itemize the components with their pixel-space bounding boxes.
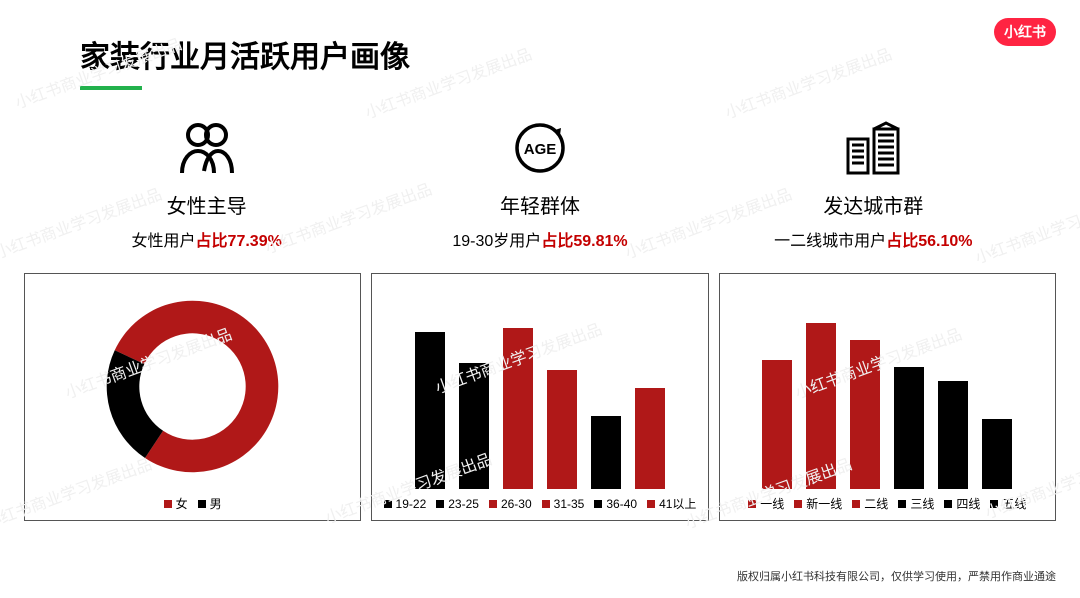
charts-row: 女男 19-22 23-25 26-30 31-35 36-40 41以上 一线新一线二线… — [0, 273, 1080, 521]
age-icon: AGE — [373, 120, 706, 176]
age-legend: 19-22 23-25 26-30 31-35 36-40 41以上 — [384, 495, 697, 512]
legend-item: 五线 — [990, 495, 1026, 512]
legend-item: 一线 — [748, 495, 784, 512]
bar — [415, 332, 445, 490]
page-title: 家装行业月活跃用户画像 — [80, 32, 1080, 76]
legend-item: 三线 — [898, 495, 934, 512]
bar — [938, 381, 968, 490]
stat-detail: 女性用户占比77.39% — [40, 227, 373, 251]
legend-item: 19-22 — [384, 495, 427, 512]
donut-chart-box: 女男 — [24, 273, 361, 521]
bar — [762, 360, 792, 490]
bar — [850, 340, 880, 489]
age-bars — [415, 314, 665, 489]
bar — [591, 416, 621, 490]
stat-detail: 19-30岁用户占比59.81% — [373, 227, 706, 251]
city-bars — [762, 314, 1012, 489]
bar — [503, 328, 533, 489]
bar — [806, 323, 836, 489]
legend-item: 41以上 — [647, 495, 696, 512]
legend-item: 二线 — [852, 495, 888, 512]
city-legend: 一线新一线二线三线四线五线 — [748, 495, 1026, 512]
brand-logo: 小红书 — [994, 18, 1056, 46]
stats-row: 女性主导 女性用户占比77.39% AGE 年轻群体 19-30岁用户占比59.… — [0, 120, 1080, 251]
bar — [459, 363, 489, 489]
bar — [982, 419, 1012, 489]
legend-item: 23-25 — [436, 495, 479, 512]
svg-text:AGE: AGE — [524, 141, 557, 158]
title-underline — [80, 86, 142, 90]
legend-item: 新一线 — [794, 495, 842, 512]
legend-item: 男 — [198, 495, 222, 512]
stat-age: AGE 年轻群体 19-30岁用户占比59.81% — [373, 120, 706, 251]
people-icon — [40, 120, 373, 176]
legend-item: 四线 — [944, 495, 980, 512]
donut-legend: 女男 — [164, 495, 222, 512]
stat-detail: 一二线城市用户占比56.10% — [707, 227, 1040, 251]
bar — [894, 367, 924, 490]
bar — [635, 388, 665, 490]
stat-city: 发达城市群 一二线城市用户占比56.10% — [707, 120, 1040, 251]
city-chart-box: 一线新一线二线三线四线五线 — [719, 273, 1056, 521]
legend-item: 26-30 — [489, 495, 532, 512]
donut-chart — [95, 289, 290, 484]
footer-copyright: 版权归属小红书科技有限公司，仅供学习使用，严禁用作商业通途 — [737, 568, 1056, 584]
legend-item: 女 — [164, 495, 188, 512]
bar — [547, 370, 577, 489]
legend-item: 36-40 — [594, 495, 637, 512]
stat-label: 女性主导 — [40, 190, 373, 219]
legend-item: 31-35 — [542, 495, 585, 512]
stat-gender: 女性主导 女性用户占比77.39% — [40, 120, 373, 251]
stat-label: 发达城市群 — [707, 190, 1040, 219]
stat-label: 年轻群体 — [373, 190, 706, 219]
buildings-icon — [707, 120, 1040, 176]
age-chart-box: 19-22 23-25 26-30 31-35 36-40 41以上 — [371, 273, 708, 521]
